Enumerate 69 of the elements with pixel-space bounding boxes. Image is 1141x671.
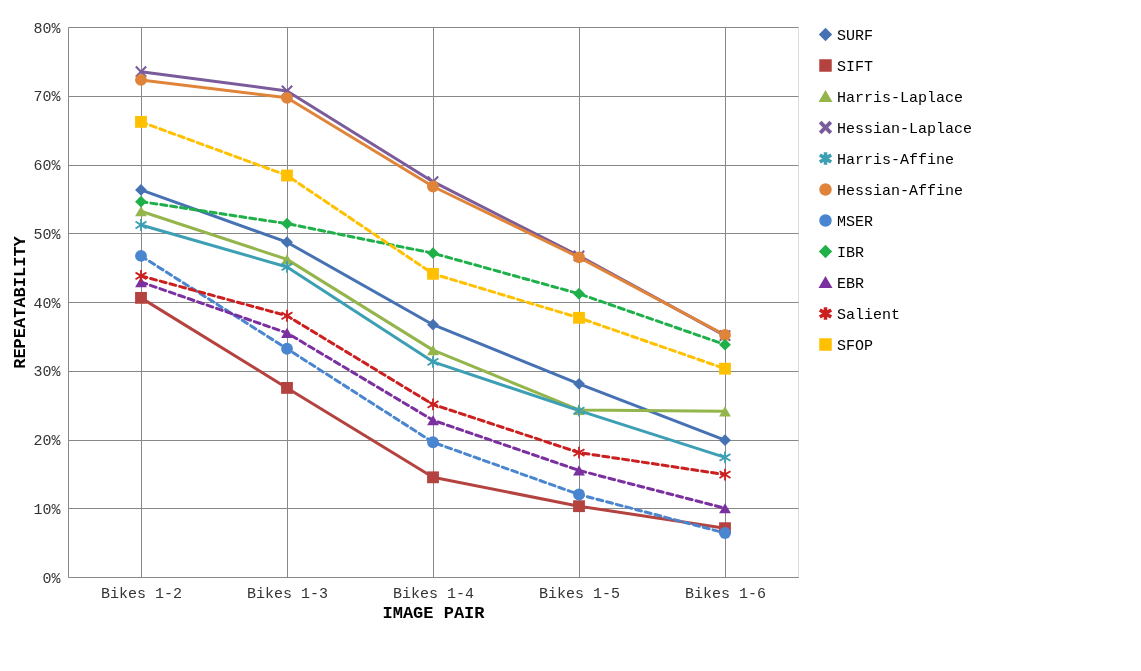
x-tick-label: Bikes 1-4 (392, 585, 475, 603)
legend-label: Harris-Affine (837, 151, 955, 169)
legend-label: Harris-Laplace (837, 89, 964, 107)
x-tick-label: Bikes 1-6 (684, 585, 767, 603)
y-tick-label: 40% (33, 295, 62, 313)
point (281, 91, 293, 104)
point (281, 327, 293, 339)
point (719, 434, 731, 447)
point (427, 415, 439, 426)
x-axis-title: IMAGE PAIR (382, 603, 486, 623)
point (573, 465, 585, 476)
legend-label: Hessian-Affine (837, 182, 964, 200)
point (281, 261, 293, 273)
legend-label: SIFT (837, 58, 874, 76)
legend-label: MSER (837, 213, 874, 231)
point (281, 309, 293, 322)
point (281, 217, 293, 230)
point (281, 382, 293, 394)
point (427, 471, 439, 484)
point (427, 355, 439, 368)
y-tick-label: 10% (33, 501, 62, 519)
y-axis-title: REPEATABILITY (11, 235, 31, 369)
point (719, 362, 731, 375)
legend-label: Hessian-Laplace (837, 120, 973, 138)
legend-label: SFOP (837, 337, 874, 355)
y-tick-label: 20% (33, 433, 62, 450)
point (427, 267, 439, 280)
point (719, 503, 731, 514)
point (719, 527, 731, 539)
y-tick-label: 80% (33, 20, 62, 38)
point (719, 406, 731, 417)
point (573, 488, 585, 501)
point (135, 74, 147, 86)
point (719, 451, 731, 464)
point (135, 219, 147, 231)
x-tick-label: Bikes 1-5 (538, 585, 621, 603)
point (281, 342, 293, 355)
x-tick-label: Bikes 1-3 (246, 585, 329, 603)
point (573, 446, 585, 459)
point (135, 206, 147, 217)
y-tick-label: 70% (33, 89, 62, 107)
point (427, 345, 439, 356)
point (427, 247, 439, 260)
y-tick-label: 60% (33, 158, 62, 175)
legend-label: EBR (837, 275, 865, 293)
point (573, 377, 585, 390)
legend-label: Salient (837, 306, 901, 324)
point (135, 115, 147, 128)
point (281, 169, 293, 182)
point (135, 195, 147, 208)
point (573, 311, 585, 324)
y-tick-label: 0% (42, 570, 62, 588)
point (135, 250, 147, 262)
point (427, 180, 439, 193)
point (135, 269, 147, 282)
point (573, 287, 585, 300)
point (427, 436, 439, 449)
y-tick-label: 30% (33, 364, 62, 382)
x-tick-label: Bikes 1-2 (100, 585, 183, 603)
legend-label: IBR (837, 244, 865, 262)
point (281, 236, 293, 249)
point (719, 338, 731, 351)
point (427, 398, 439, 411)
point (573, 500, 585, 513)
point (719, 468, 731, 481)
point (427, 318, 439, 331)
point (135, 291, 147, 304)
legend-label: SURF (837, 27, 874, 45)
y-tick-label: 50% (33, 226, 62, 244)
